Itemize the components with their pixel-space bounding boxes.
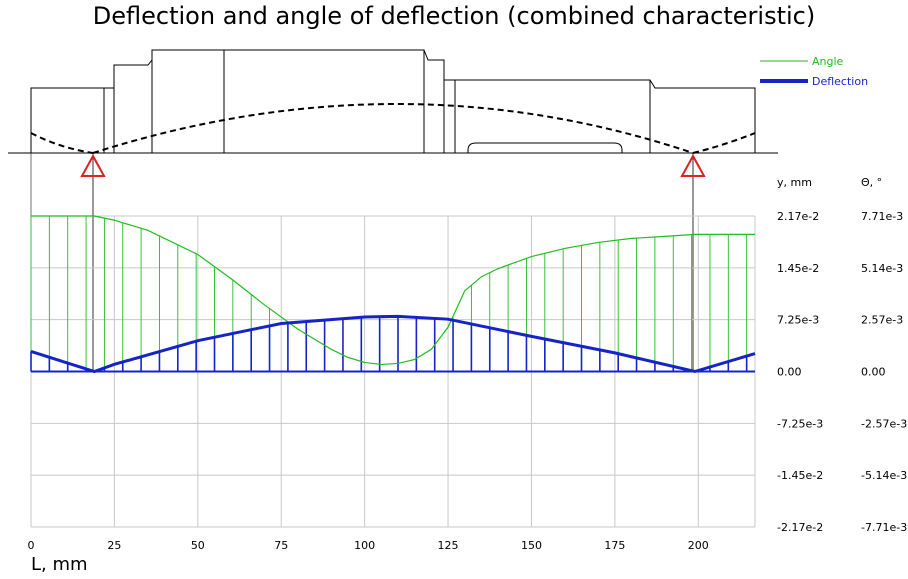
x-axis-label: L, mm	[31, 554, 88, 575]
x-tick-label: 175	[604, 539, 625, 552]
x-tick-label: 150	[521, 539, 542, 552]
y-tick-label-left: -2.17e-2	[777, 521, 823, 534]
y-axis-label-left: y, mm	[777, 176, 812, 189]
x-tick-label: 0	[28, 539, 35, 552]
y-axis-label-right: Θ, °	[861, 176, 882, 189]
angle-hatch	[30, 216, 748, 372]
x-tick-label: 50	[191, 539, 205, 552]
y-tick-label-left: 2.17e-2	[777, 210, 819, 223]
shaft-schematic	[8, 49, 778, 527]
y-tick-label-right: -5.14e-3	[861, 469, 907, 482]
series-deflection-line	[30, 314, 756, 374]
y-tick-label-right: 5.14e-3	[861, 262, 903, 275]
support-right-icon	[680, 153, 706, 177]
x-tick-label: 25	[107, 539, 121, 552]
series-angle-line	[31, 215, 755, 366]
y-tick-label-left: -1.45e-2	[777, 469, 823, 482]
x-tick-label: 100	[354, 539, 375, 552]
y-tick-label-right: 2.57e-3	[861, 314, 903, 327]
y-tick-label-left: 7.25e-3	[777, 314, 819, 327]
y-tick-label-right: 7.71e-3	[861, 210, 903, 223]
legend-angle-label: Angle	[812, 55, 844, 68]
x-tick-label: 125	[438, 539, 459, 552]
x-tick-label: 75	[274, 539, 288, 552]
x-tick-labels: 0 25 50 75 100 125 150 175 200	[28, 539, 709, 552]
support-left-icon	[80, 153, 106, 177]
legend-deflection-label: Deflection	[812, 75, 868, 88]
series-lines	[30, 215, 756, 374]
deflection-hatch	[30, 316, 748, 372]
x-tick-label: 200	[688, 539, 709, 552]
y-tick-labels: 2.17e-2 7.71e-3 1.45e-2 5.14e-3 7.25e-3 2.57e…	[777, 210, 907, 534]
y-tick-label-left: 0.00	[777, 366, 802, 379]
y-tick-label-left: 1.45e-2	[777, 262, 819, 275]
chart-title: Deflection and angle of deflection (comb…	[92, 2, 816, 30]
y-tick-label-left: -7.25e-3	[777, 417, 823, 430]
y-tick-label-right: 0.00	[861, 366, 886, 379]
y-tick-label-right: -2.57e-3	[861, 417, 907, 430]
y-tick-label-right: -7.71e-3	[861, 521, 907, 534]
legend: Angle Deflection	[760, 55, 868, 88]
